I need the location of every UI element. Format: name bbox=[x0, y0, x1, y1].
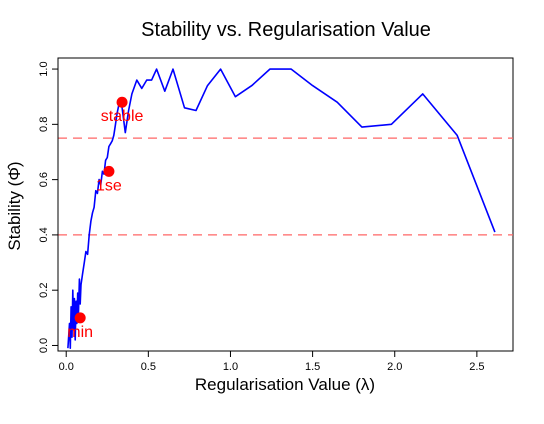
x-tick-label: 1.0 bbox=[223, 361, 238, 373]
y-tick-label: 0.2 bbox=[38, 283, 50, 298]
y-tick-label: 0.0 bbox=[38, 338, 50, 353]
y-tick-label: 0.8 bbox=[38, 117, 50, 132]
marker-min bbox=[74, 312, 86, 324]
x-axis-title: Regularisation Value (λ) bbox=[195, 375, 375, 394]
marker-1se bbox=[103, 165, 115, 177]
x-tick-label: 1.5 bbox=[305, 361, 320, 373]
marker-label-stable: stable bbox=[101, 108, 144, 125]
marker-label-min: min bbox=[67, 324, 93, 341]
x-tick-label: 0.0 bbox=[59, 361, 74, 373]
y-tick-label: 0.4 bbox=[38, 227, 50, 242]
x-tick-label: 0.5 bbox=[141, 361, 156, 373]
marker-label-1se: 1se bbox=[96, 177, 122, 194]
reference-lines bbox=[58, 137, 513, 236]
chart-title: Stability vs. Regularisation Value bbox=[141, 19, 431, 41]
x-axis: 0.0 0.5 1.0 1.5 2.0 2.5 bbox=[59, 350, 485, 373]
marker-stable bbox=[116, 96, 128, 108]
annotations: min 1se stable bbox=[67, 96, 144, 341]
stability-line bbox=[67, 68, 496, 350]
y-axis-title: Stability (Φ̂) bbox=[5, 161, 24, 250]
y-axis: 0.0 0.2 0.4 0.6 0.8 1.0 bbox=[38, 61, 59, 353]
y-tick-label: 1.0 bbox=[38, 61, 50, 76]
x-tick-label: 2.5 bbox=[469, 361, 484, 373]
y-tick-label: 0.6 bbox=[38, 172, 50, 187]
x-tick-label: 2.0 bbox=[387, 361, 402, 373]
